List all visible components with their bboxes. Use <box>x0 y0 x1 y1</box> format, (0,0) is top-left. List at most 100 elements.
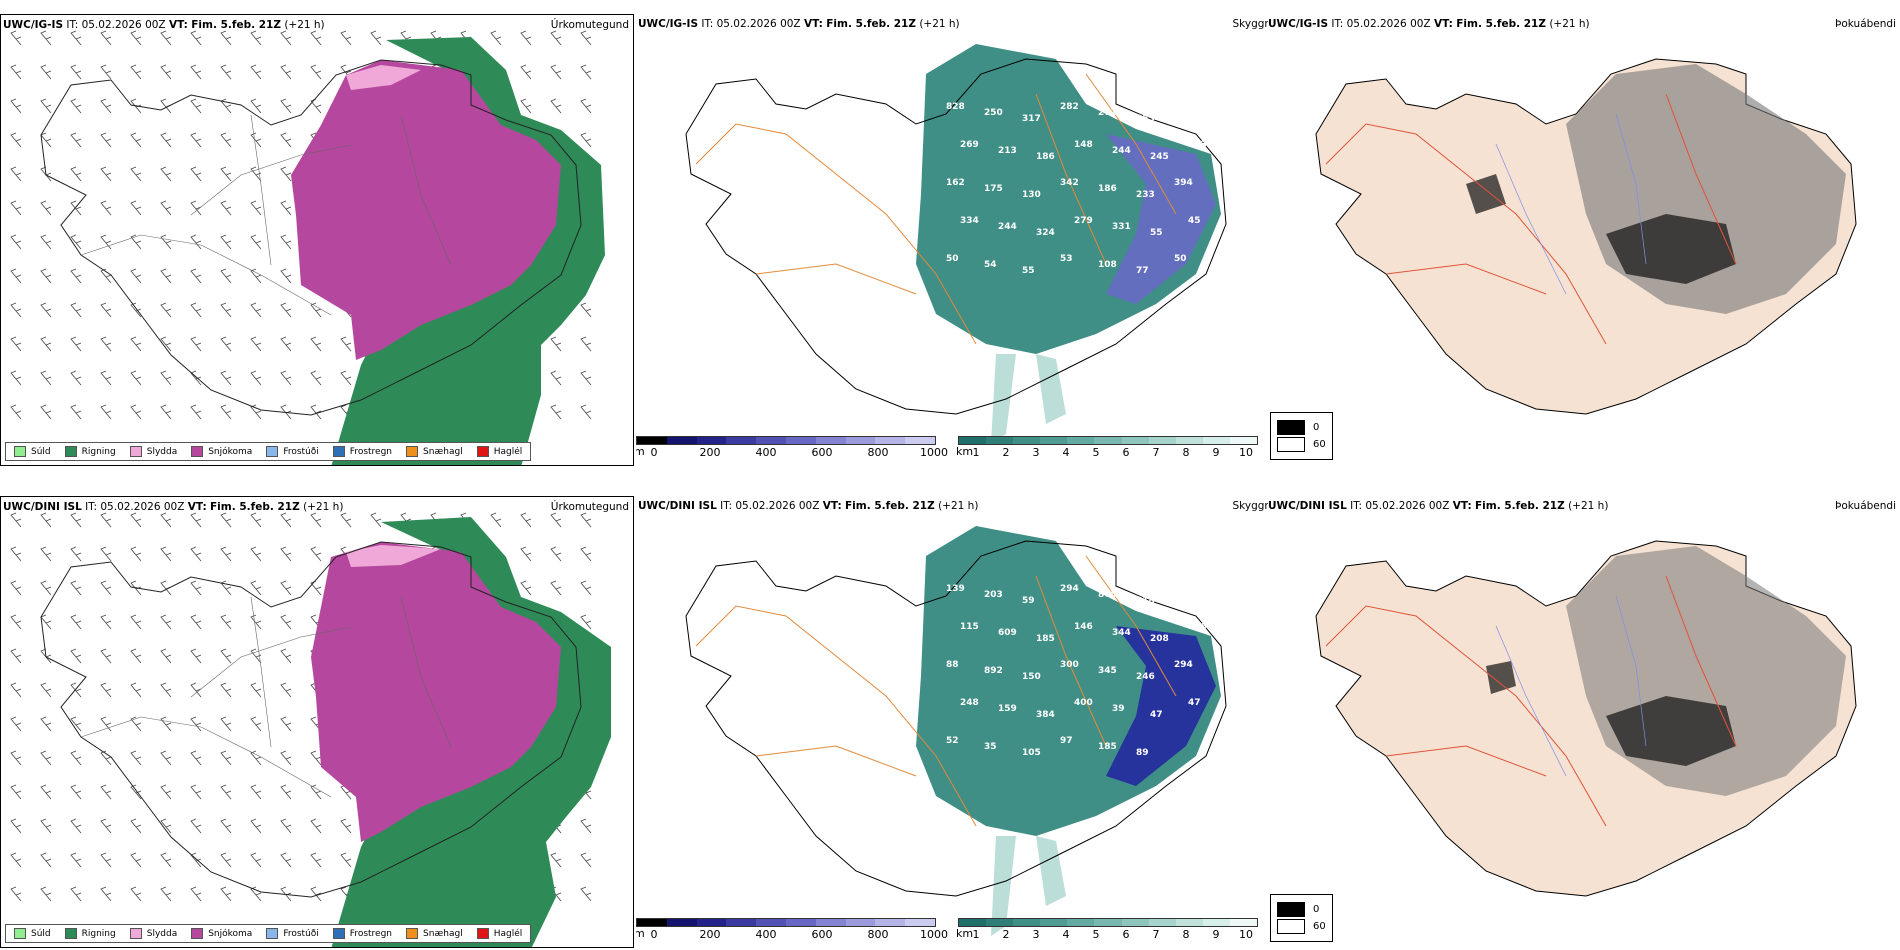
legend-swatch <box>266 446 279 457</box>
legend-label: Rigning <box>81 928 116 939</box>
visibility-value: 208 <box>1150 634 1169 644</box>
visibility-value: 35 <box>984 742 997 752</box>
legend-swatch <box>406 446 419 457</box>
fog-header-bottom: UWC/DINI ISL IT: 05.02.2026 00Z VT: Fim.… <box>1268 500 1609 512</box>
visibility-plume <box>991 836 1066 936</box>
visibility-km-colorbar-bottom: 1 2 3 4 5 6 7 8 9 10 km <box>956 918 1258 941</box>
dense-fog-shading <box>1486 661 1736 766</box>
sleet-area <box>346 65 421 90</box>
colorbar-step <box>785 919 816 926</box>
visibility-value: 342 <box>1060 178 1079 188</box>
colorbar-step <box>1013 437 1041 444</box>
colorbar-tick: 1000 <box>920 928 948 941</box>
colorbar-unit: km <box>956 445 974 458</box>
colorbar-step <box>1121 437 1149 444</box>
legend-swatch <box>14 446 26 457</box>
visibility-value: 89 <box>1136 748 1149 758</box>
colorbar-step <box>959 437 987 444</box>
colorbar-tick: 9 <box>1212 446 1220 459</box>
colorbar-unit: m <box>636 445 645 458</box>
visibility-value: 186 <box>1036 152 1055 162</box>
visibility-value: 477 <box>1174 102 1193 112</box>
colorbar-step <box>1202 919 1230 926</box>
visibility-value: 203 <box>984 590 1003 600</box>
visibility-value: 244 <box>998 222 1017 232</box>
visibility-value: 317 <box>1022 114 1041 124</box>
colorbar-tick: 800 <box>867 928 889 941</box>
legend-item: Snjókoma <box>191 928 252 939</box>
legend-swatch <box>129 928 142 939</box>
colorbar-step <box>756 919 786 926</box>
fog-legend-swatch <box>1277 420 1305 435</box>
legend-item: Haglél <box>476 928 522 939</box>
visibility-m-colorbar-top: 0 200 400 600 800 1000 m <box>636 436 948 459</box>
colorbar-step <box>756 437 786 444</box>
precip-legend-bottom: Súld Rigning Slydda Snjókoma Frostúði Frostre… <box>5 924 532 943</box>
legend-swatch <box>64 446 77 457</box>
visibility-value: 245 <box>1150 152 1169 162</box>
colorbar-tick: 3 <box>1032 446 1040 459</box>
legend-label: Snjókoma <box>208 928 253 939</box>
visibility-value: 246 <box>1136 672 1155 682</box>
visibility-value: 139 <box>946 584 965 594</box>
fog-legend-label: 0 <box>1313 422 1320 433</box>
visibility-value: 294 <box>1174 660 1193 670</box>
legend-item: Frostúði <box>266 446 319 457</box>
visibility-value: 250 <box>984 108 1003 118</box>
visibility-value: 384 <box>1036 710 1055 720</box>
colorbar-step <box>1094 919 1122 926</box>
legend-item: Súld <box>14 446 51 457</box>
coastline <box>40 541 582 898</box>
legend-swatch <box>476 446 489 457</box>
visibility-map-bottom: 139 203 59 294 865 318 181 115 609 185 146 344 208 33… <box>685 526 1227 936</box>
visibility-value: 213 <box>998 146 1017 156</box>
legend-label: Snæhagl <box>423 446 463 457</box>
visibility-value: 50 <box>946 254 959 264</box>
colorbar-unit: km <box>956 927 974 940</box>
colorbar-unit: m <box>636 927 645 940</box>
colorbar-strip <box>958 436 1258 445</box>
colorbar-step <box>637 437 667 444</box>
colorbar-tick: 8 <box>1182 446 1190 459</box>
fog-legend-swatch <box>1277 437 1305 452</box>
visibility-value: 55 <box>1150 228 1163 238</box>
colorbar-step <box>1040 919 1068 926</box>
fog-legend-top: 0 60 <box>1270 412 1333 460</box>
visibility-value: 52 <box>946 736 959 746</box>
roads <box>1325 93 1737 345</box>
legend-item: Rigning <box>64 928 116 939</box>
visibility-value: 282 <box>1060 102 1079 112</box>
colorbar-step <box>726 919 757 926</box>
legend-label: Haglél <box>493 446 523 457</box>
visibility-value: 108 <box>1098 260 1117 270</box>
visibility-value: 54 <box>984 260 997 270</box>
legend-label: Slydda <box>146 446 178 457</box>
visibility-title-bottom: Skyggni <box>1232 500 1269 512</box>
legend-label: Frostregn <box>349 928 393 939</box>
fog-legend-row: 60 <box>1277 919 1326 934</box>
fog-map-top <box>1315 58 1857 415</box>
visibility-value: 50 <box>1174 254 1187 264</box>
legend-item: Slydda <box>129 928 177 939</box>
visibility-value: 77 <box>1136 266 1149 276</box>
legend-swatch <box>191 446 204 457</box>
visibility-value: 324 <box>1036 228 1055 238</box>
precip-type-panel-bottom: UWC/DINI ISL IT: 05.02.2026 00Z VT: Fim.… <box>0 496 634 948</box>
visibility-value: 59 <box>1022 596 1035 606</box>
colorbar-step <box>875 437 906 444</box>
legend-label: Súld <box>31 446 51 457</box>
fog-panel-bottom: UWC/DINI ISL IT: 05.02.2026 00Z VT: Fim.… <box>1266 496 1900 948</box>
visibility-value: 248 <box>960 698 979 708</box>
legend-label: Snæhagl <box>423 928 463 939</box>
colorbar-tick: 3 <box>1032 928 1040 941</box>
visibility-title-top: Skyggni <box>1232 18 1269 30</box>
colorbar-strip <box>958 918 1258 927</box>
rivers <box>1495 595 1647 777</box>
legend-item: Rigning <box>64 446 116 457</box>
very-low-visibility-area <box>1106 134 1216 304</box>
visibility-m-colorbar-bottom: 0 200 400 600 800 1000 m <box>636 918 948 941</box>
fog-legend-row: 0 <box>1277 420 1326 435</box>
visibility-panel-top: 828 250 317 282 271 355 477 269 213 186 148 244 245 3… <box>636 14 1268 466</box>
visibility-value: 336 <box>1188 622 1207 632</box>
legend-label: Frostúði <box>283 446 319 457</box>
